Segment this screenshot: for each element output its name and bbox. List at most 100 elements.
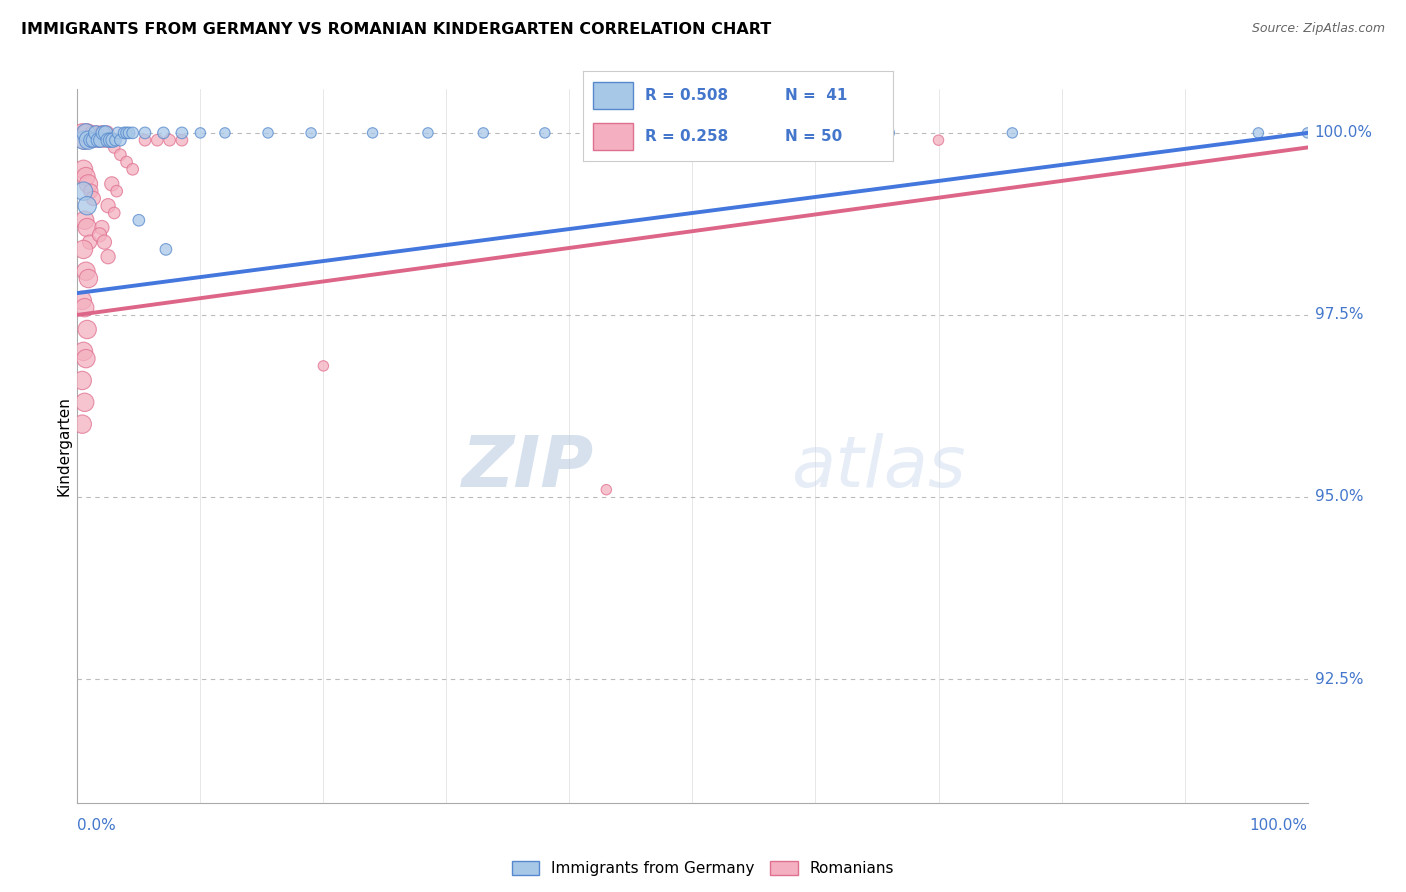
Point (73, 395, 96, 409)
Point (188, 126, 212, 140)
Text: 95.0%: 95.0% (1315, 490, 1362, 505)
Point (70, 126, 93, 140)
Point (100, 133, 122, 147)
Point (312, 359, 335, 373)
Point (134, 126, 156, 140)
Text: R = 0.258: R = 0.258 (645, 129, 728, 144)
Bar (593, 82, 633, 109)
Point (91, 126, 114, 140)
Point (155, 243, 177, 257)
Text: N = 50: N = 50 (785, 129, 842, 144)
Point (76, 126, 98, 140)
Point (87, 133, 110, 147)
Point (1247, 126, 1270, 140)
Text: atlas: atlas (792, 433, 966, 502)
Point (79, 235, 101, 249)
Point (105, 184, 128, 198)
Text: R = 0.508: R = 0.508 (645, 88, 728, 103)
Point (76, 322, 98, 336)
Point (94, 126, 117, 140)
Point (110, 133, 132, 147)
Point (90, 133, 112, 147)
Point (128, 213, 150, 227)
Point (90, 220, 114, 235)
Text: 97.5%: 97.5% (1315, 308, 1362, 322)
Point (79, 133, 101, 147)
Point (70, 374, 93, 388)
Point (121, 126, 143, 140)
Point (89, 133, 111, 147)
Point (93, 235, 115, 249)
Point (90, 126, 114, 140)
Point (97, 250, 120, 264)
Point (928, 133, 950, 147)
Point (70, 293, 93, 308)
Point (103, 206, 125, 220)
Text: 100.0%: 100.0% (1315, 126, 1372, 140)
Point (1001, 126, 1024, 140)
Point (879, 126, 901, 140)
Point (77, 271, 100, 285)
Point (82, 133, 104, 147)
Point (77, 133, 100, 147)
Point (97, 199, 120, 213)
Legend: Immigrants from Germany, Romanians: Immigrants from Germany, Romanians (506, 855, 900, 882)
Point (89, 227, 111, 242)
Point (82, 191, 104, 205)
Point (115, 126, 138, 140)
Point (107, 126, 129, 140)
Text: 92.5%: 92.5% (1315, 672, 1362, 687)
Point (170, 133, 193, 147)
Point (97, 133, 120, 147)
Text: 0.0%: 0.0% (77, 818, 117, 832)
Point (98, 133, 121, 147)
Point (70, 417, 93, 432)
Point (75, 264, 97, 278)
Point (112, 126, 135, 140)
Point (86, 126, 108, 140)
Point (101, 133, 124, 147)
Point (73, 301, 96, 315)
Point (1296, 126, 1319, 140)
Point (146, 133, 169, 147)
Point (121, 162, 143, 177)
Point (416, 126, 439, 140)
Point (80, 184, 103, 198)
Point (472, 126, 495, 140)
Point (72, 162, 94, 177)
Point (77, 177, 100, 191)
Point (72, 184, 94, 198)
Point (76, 199, 98, 213)
Point (72, 133, 94, 147)
Bar (593, 123, 633, 150)
Point (299, 126, 322, 140)
Point (118, 126, 141, 140)
Point (73, 133, 96, 147)
Point (73, 213, 96, 227)
Point (134, 133, 156, 147)
Point (159, 133, 181, 147)
Point (817, 126, 839, 140)
Text: N =  41: N = 41 (785, 88, 846, 103)
Point (595, 483, 617, 497)
Point (152, 126, 174, 140)
Point (80, 133, 103, 147)
Point (96, 126, 118, 140)
Point (93, 133, 115, 147)
Point (104, 133, 127, 147)
Point (83, 133, 105, 147)
Y-axis label: Kindergarten: Kindergarten (56, 396, 72, 496)
Text: ZIP: ZIP (461, 433, 595, 502)
Text: 100.0%: 100.0% (1250, 818, 1308, 832)
Point (75, 126, 97, 140)
Point (75, 351, 97, 366)
Point (602, 126, 624, 140)
Point (72, 344, 94, 359)
Point (103, 140, 125, 154)
Point (257, 126, 280, 140)
Point (72, 243, 94, 257)
Text: IMMIGRANTS FROM GERMANY VS ROMANIAN KINDERGARTEN CORRELATION CHART: IMMIGRANTS FROM GERMANY VS ROMANIAN KIND… (21, 22, 772, 37)
Point (101, 177, 124, 191)
Point (84, 126, 107, 140)
Point (361, 126, 384, 140)
